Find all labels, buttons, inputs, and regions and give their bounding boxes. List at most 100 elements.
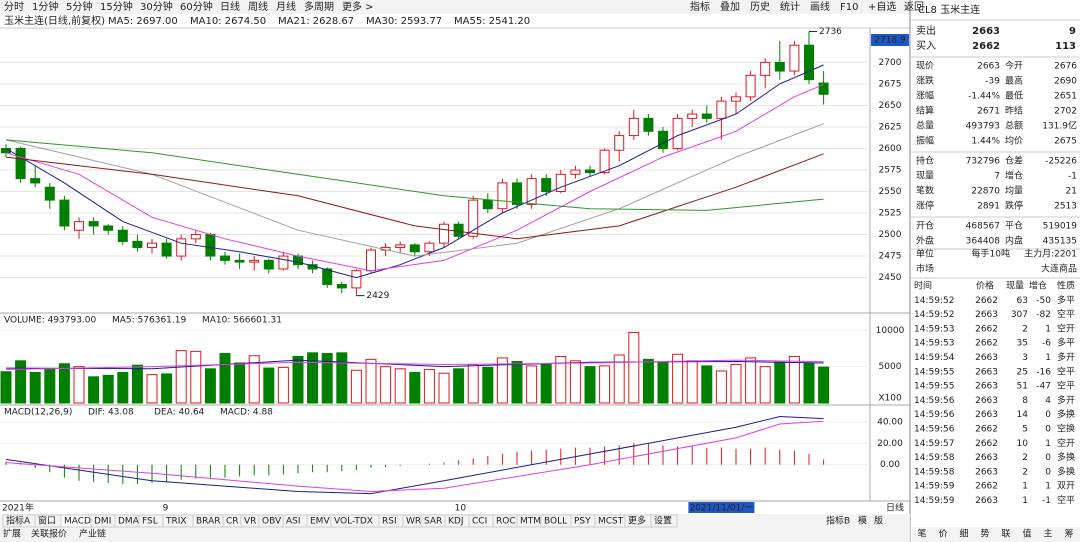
candle-body bbox=[117, 229, 128, 242]
period-tab[interactable]: 多周期 bbox=[304, 0, 334, 13]
tool-button[interactable]: 叠加 bbox=[720, 1, 740, 13]
panel-tab[interactable]: 细 bbox=[959, 528, 968, 540]
indicator-tab[interactable]: ASI bbox=[286, 517, 301, 527]
indicator-tab[interactable]: FSL bbox=[142, 517, 158, 527]
tick-header: 现量 bbox=[1006, 281, 1024, 292]
bottom-tab[interactable]: 扩展 bbox=[3, 528, 21, 540]
tool-button[interactable]: +自选 bbox=[868, 0, 896, 13]
indicator-tab[interactable]: MACD bbox=[64, 517, 91, 527]
panel-tab[interactable]: 价 bbox=[938, 529, 947, 540]
volume-bar bbox=[102, 374, 114, 404]
indicator-tab[interactable]: WR bbox=[406, 517, 421, 527]
indicator-tab[interactable]: TRIX bbox=[165, 517, 187, 527]
tool-button[interactable]: 返回 bbox=[904, 1, 924, 13]
candle-body bbox=[59, 199, 70, 227]
indicator-tab[interactable]: 设置 bbox=[654, 516, 672, 527]
y-tick-label: 0.00 bbox=[880, 460, 900, 470]
volume-bar bbox=[599, 365, 611, 404]
bottom-tab[interactable]: 产业链 bbox=[79, 528, 106, 540]
volume-bar bbox=[307, 352, 319, 404]
period-tab[interactable]: 30分钟 bbox=[140, 0, 173, 13]
indicator-tab[interactable]: 指标B bbox=[826, 515, 850, 527]
volume-bar bbox=[613, 354, 625, 404]
indicator-tab[interactable]: MTM bbox=[520, 517, 541, 527]
indicator-tab[interactable]: 窗口 bbox=[38, 515, 56, 527]
quote-label: 结算 bbox=[916, 105, 934, 117]
indicator-tab[interactable]: VR bbox=[244, 517, 256, 527]
indicator-tab[interactable]: KDJ bbox=[448, 517, 464, 527]
axis-highlight bbox=[871, 34, 909, 46]
tool-button[interactable]: 画线 bbox=[810, 0, 830, 13]
candle-body bbox=[161, 242, 172, 257]
tick-cell: 3 bbox=[1022, 353, 1028, 363]
period-tab[interactable]: 15分钟 bbox=[100, 0, 133, 13]
indicator-tab[interactable]: CCI bbox=[472, 517, 487, 527]
tick-cell: -47 bbox=[1036, 382, 1051, 392]
panel-tab[interactable]: 筹 bbox=[1064, 528, 1073, 540]
volume-bar bbox=[511, 361, 523, 404]
macd-legend: MACD: 4.88 bbox=[220, 408, 273, 418]
volume-bar bbox=[350, 369, 362, 404]
unit-value: 每手10吨 bbox=[972, 248, 1010, 260]
tool-button[interactable]: F10 bbox=[840, 2, 858, 13]
candle-body bbox=[687, 113, 698, 119]
tool-button[interactable]: 历史 bbox=[750, 1, 770, 13]
period-tab[interactable]: 周线 bbox=[248, 0, 268, 13]
candle-body bbox=[570, 169, 581, 175]
panel-tab[interactable]: 笔 bbox=[917, 528, 926, 540]
indicator-tab[interactable]: SAR bbox=[424, 517, 442, 527]
indicator-tab[interactable]: VOL-TDX bbox=[334, 517, 373, 527]
candle-body bbox=[88, 221, 99, 227]
indicator-tab[interactable]: DMI bbox=[94, 517, 111, 527]
volume-bar bbox=[336, 352, 348, 404]
bottom-tab[interactable]: 关联报价 bbox=[31, 528, 67, 540]
indicator-tab[interactable]: MCST bbox=[598, 517, 624, 527]
volume-bar bbox=[0, 371, 12, 404]
indicator-tab[interactable]: CR bbox=[226, 517, 239, 527]
indicator-tab[interactable]: 版 bbox=[874, 515, 883, 527]
panel-tab[interactable]: 联 bbox=[1001, 529, 1010, 540]
tool-button[interactable]: 统计 bbox=[780, 0, 800, 13]
tool-button[interactable]: 指标 bbox=[690, 0, 710, 13]
indicator-tab[interactable]: OBV bbox=[262, 517, 282, 527]
period-tab[interactable]: 60分钟 bbox=[180, 0, 213, 13]
indicator-tab[interactable]: RSI bbox=[382, 517, 397, 527]
panel-tab[interactable]: 值 bbox=[1022, 528, 1031, 540]
macd-legend: MACD(12,26,9) bbox=[4, 408, 72, 418]
y-tick-label: 2700 bbox=[879, 58, 902, 68]
period-tab[interactable]: 分时 bbox=[4, 1, 24, 13]
indicator-tab[interactable]: 模 bbox=[858, 516, 867, 527]
panel-tab[interactable]: 势 bbox=[980, 528, 989, 540]
candle-body bbox=[585, 169, 595, 174]
indicator-tab[interactable]: BRAR bbox=[196, 517, 220, 527]
period-tab[interactable]: 1分钟 bbox=[32, 0, 58, 13]
indicator-tab[interactable]: PSY bbox=[574, 517, 591, 527]
quote-label: 总量 bbox=[916, 120, 934, 132]
period-tab[interactable]: 更多 > bbox=[342, 0, 374, 13]
indicator-tab[interactable]: 指标A bbox=[6, 515, 31, 527]
candle-body bbox=[366, 249, 376, 272]
ma-legend: MA5: 2697.00 bbox=[108, 16, 178, 27]
period-tab[interactable]: 日线 bbox=[220, 0, 240, 13]
indicator-tab[interactable]: 更多 bbox=[628, 515, 646, 527]
indicator-tab[interactable]: EMV bbox=[310, 517, 330, 527]
y-tick-label: 20.00 bbox=[877, 439, 903, 449]
annotation: 2429 bbox=[366, 291, 389, 301]
panel-tab[interactable]: 主 bbox=[1043, 528, 1052, 540]
ma-line bbox=[5, 64, 824, 279]
period-tab[interactable]: 月线 bbox=[276, 0, 296, 13]
indicator-tab[interactable]: DMA bbox=[118, 517, 140, 527]
volume-ma-line bbox=[5, 359, 824, 370]
tick-cell: 51 bbox=[1017, 382, 1028, 392]
indicator-tab[interactable]: BOLL bbox=[544, 517, 567, 527]
quote-label: 增仓 bbox=[1005, 170, 1023, 182]
tick-cell: 2663 bbox=[975, 367, 998, 377]
indicator-tab[interactable]: ROC bbox=[496, 517, 516, 527]
tick-cell: 2663 bbox=[975, 353, 998, 363]
tab-box bbox=[650, 514, 678, 528]
period-tab[interactable]: 5分钟 bbox=[66, 0, 92, 13]
candle-body bbox=[716, 100, 727, 119]
volume-bar bbox=[569, 360, 581, 404]
tick-cell: 2663 bbox=[975, 453, 998, 463]
volume-bar bbox=[58, 363, 70, 404]
